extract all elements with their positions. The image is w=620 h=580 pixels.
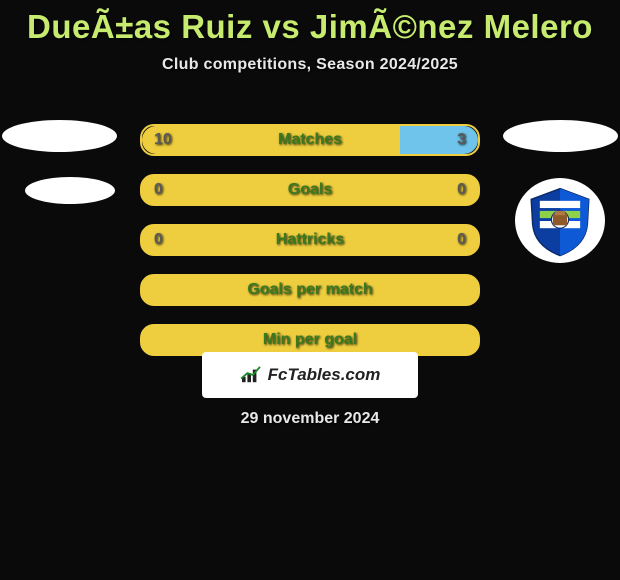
page-title: DueÃ±as Ruiz vs JimÃ©nez Melero — [0, 0, 620, 46]
brand-badge: FcTables.com — [202, 352, 418, 398]
stat-bar: Goals per match — [140, 274, 480, 306]
brand-text: FcTables.com — [268, 365, 381, 385]
generated-date: 29 november 2024 — [0, 410, 620, 428]
stat-label: Min per goal — [142, 331, 478, 349]
comparison-bars: 103Matches 00Goals 00Hattricks Goals per ma… — [140, 124, 480, 374]
player-right-avatar-placeholder — [503, 120, 618, 152]
stat-bar: 00Goals — [140, 174, 480, 206]
bar-chart-icon — [240, 366, 262, 384]
malaga-crest-icon — [524, 185, 596, 257]
stat-label: Goals — [142, 181, 478, 199]
stat-label: Matches — [142, 131, 478, 149]
team-right-badge — [515, 178, 605, 263]
comparison-infographic: DueÃ±as Ruiz vs JimÃ©nez Melero Club com… — [0, 0, 620, 580]
subtitle: Club competitions, Season 2024/2025 — [0, 56, 620, 74]
player-left-avatar-placeholder — [2, 120, 117, 152]
stat-bar: 00Hattricks — [140, 224, 480, 256]
stat-label: Hattricks — [142, 231, 478, 249]
team-left-badge-placeholder — [25, 177, 115, 204]
stat-bar: 103Matches — [140, 124, 480, 156]
stat-label: Goals per match — [142, 281, 478, 299]
